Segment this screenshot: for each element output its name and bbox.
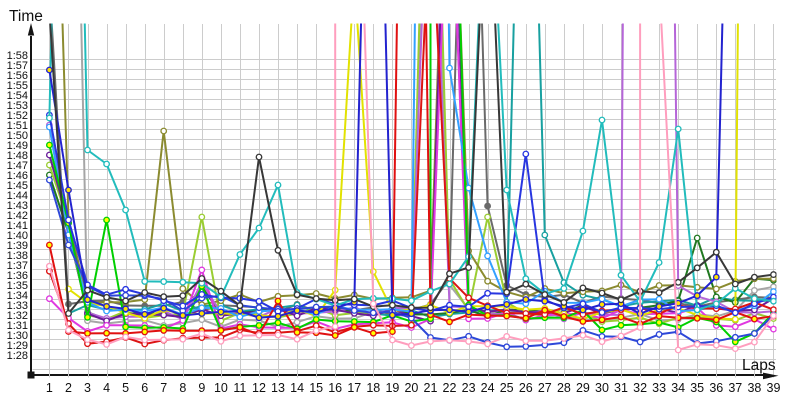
svg-text:39: 39: [767, 381, 781, 395]
svg-text:36: 36: [709, 381, 723, 395]
svg-text:23: 23: [462, 381, 476, 395]
svg-text:21: 21: [424, 381, 438, 395]
svg-text:28: 28: [557, 381, 571, 395]
svg-text:19: 19: [385, 381, 399, 395]
svg-text:35: 35: [690, 381, 704, 395]
svg-text:22: 22: [443, 381, 457, 395]
svg-text:1:47: 1:47: [7, 160, 28, 172]
svg-text:1:33: 1:33: [7, 300, 28, 312]
svg-text:11: 11: [233, 381, 246, 395]
svg-text:1: 1: [46, 381, 53, 395]
svg-text:1:34: 1:34: [7, 290, 28, 302]
svg-text:14: 14: [290, 381, 304, 395]
svg-text:1:29: 1:29: [7, 340, 28, 352]
svg-text:1:41: 1:41: [7, 220, 28, 232]
svg-text:1:35: 1:35: [7, 280, 28, 292]
svg-text:7: 7: [160, 381, 167, 395]
svg-text:1:30: 1:30: [7, 330, 28, 342]
svg-text:1:54: 1:54: [7, 90, 28, 102]
svg-text:1:49: 1:49: [7, 140, 28, 152]
svg-text:1:58: 1:58: [7, 50, 28, 62]
svg-text:31: 31: [614, 381, 628, 395]
svg-text:15: 15: [309, 381, 323, 395]
svg-text:1:44: 1:44: [7, 190, 28, 202]
svg-text:5: 5: [122, 381, 129, 395]
svg-text:1:37: 1:37: [7, 260, 28, 272]
svg-text:1:53: 1:53: [7, 100, 28, 112]
svg-text:18: 18: [366, 381, 380, 395]
svg-text:Time: Time: [9, 8, 43, 25]
svg-text:1:52: 1:52: [7, 110, 28, 122]
svg-text:24: 24: [481, 381, 495, 395]
svg-text:1:40: 1:40: [7, 230, 28, 242]
svg-text:34: 34: [671, 381, 685, 395]
svg-text:16: 16: [328, 381, 342, 395]
svg-text:8: 8: [179, 381, 186, 395]
svg-text:1:50: 1:50: [7, 130, 28, 142]
svg-text:38: 38: [747, 381, 761, 395]
svg-text:9: 9: [198, 381, 205, 395]
svg-text:30: 30: [595, 381, 609, 395]
svg-text:25: 25: [500, 381, 514, 395]
svg-text:20: 20: [404, 381, 418, 395]
svg-text:1:55: 1:55: [7, 80, 28, 92]
svg-text:37: 37: [728, 381, 742, 395]
svg-text:Laps: Laps: [742, 357, 776, 374]
svg-text:26: 26: [519, 381, 533, 395]
svg-text:4: 4: [103, 381, 110, 395]
svg-text:3: 3: [84, 381, 91, 395]
svg-text:27: 27: [538, 381, 552, 395]
svg-text:1:38: 1:38: [7, 250, 28, 262]
svg-text:1:36: 1:36: [7, 270, 28, 282]
svg-text:1:32: 1:32: [7, 310, 28, 322]
svg-text:2: 2: [65, 381, 72, 395]
svg-text:1:39: 1:39: [7, 240, 28, 252]
svg-text:1:46: 1:46: [7, 170, 28, 182]
svg-text:10: 10: [214, 381, 228, 395]
svg-text:1:45: 1:45: [7, 180, 28, 192]
svg-text:1:42: 1:42: [7, 210, 28, 222]
svg-text:1:43: 1:43: [7, 200, 28, 212]
svg-text:1:31: 1:31: [7, 320, 28, 332]
svg-text:13: 13: [271, 381, 285, 395]
svg-text:12: 12: [252, 381, 266, 395]
svg-text:33: 33: [652, 381, 666, 395]
svg-text:1:56: 1:56: [7, 70, 28, 82]
svg-text:1:51: 1:51: [7, 120, 28, 132]
svg-text:1:57: 1:57: [7, 60, 28, 72]
svg-text:32: 32: [633, 381, 647, 395]
svg-text:1:28: 1:28: [7, 350, 28, 362]
svg-text:1:48: 1:48: [7, 150, 28, 162]
svg-text:6: 6: [141, 381, 148, 395]
svg-text:29: 29: [576, 381, 590, 395]
svg-text:17: 17: [347, 381, 361, 395]
